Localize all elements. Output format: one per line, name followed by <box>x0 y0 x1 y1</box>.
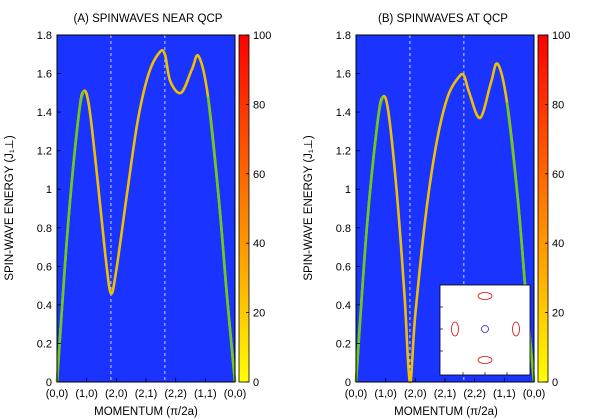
panel-a-y-tick-label: 0.2 <box>37 338 52 350</box>
panel-b-y-tick-label: 1.6 <box>336 69 351 81</box>
panel-a-x-tick-label: (1,1) <box>194 388 217 400</box>
panel-b-series-edge-left <box>354 96 385 383</box>
panel-a-x-axis-label: MOMENTUM (π/2a) <box>94 406 198 418</box>
panel-b-x-axis-label: MOMENTUM (π/2a) <box>394 406 498 418</box>
panel-a-y-tick-label: 0.8 <box>37 223 52 235</box>
panel-b-x-tick-label: (2,2) <box>463 388 486 400</box>
panel-b-x-tick-label: (0,0) <box>523 388 546 400</box>
panel-b-y-tick-label: 0.2 <box>336 338 351 350</box>
panel-b-y-axis-label: SPIN-WAVE ENERGY (J₁⊥) <box>303 135 315 280</box>
panel-a-y-axis-label: SPIN-WAVE ENERGY (J₁⊥) <box>4 135 16 280</box>
panel-b-x-tick-label: (2,0) <box>404 388 427 400</box>
panel-a-title: (A) SPINWAVES NEAR QCP <box>74 13 223 25</box>
panel-b-x-tick-label: (2,1) <box>434 388 457 400</box>
panel-b-x-tick-label: (1,0) <box>374 388 397 400</box>
panel-a-y-tick-label: 1.4 <box>37 107 52 119</box>
panel-a-colorbar-tick-label: 80 <box>253 99 265 111</box>
panel-b-y-tick-label: 0 <box>345 377 351 389</box>
panel-b-x-tick-label: (0,0) <box>345 388 368 400</box>
panel-a-y-tick-label: 1.8 <box>37 30 52 42</box>
panel-a-x-tick-label: (0,0) <box>224 388 247 400</box>
panel-b-colorbar-tick-label: 20 <box>552 308 564 320</box>
panel-a-y-tick-label: 0 <box>46 377 52 389</box>
panel-a-colorbar-tick-label: 20 <box>253 308 265 320</box>
panel-b-y-tick-label: 0.6 <box>336 261 351 273</box>
panel-b-colorbar <box>537 34 549 383</box>
panel-b-y-tick-label: 0.8 <box>336 223 351 235</box>
panel-b-inset <box>439 284 531 376</box>
panel-a-colorbar-tick-label: 60 <box>253 169 265 181</box>
panel-a: (A) SPINWAVES NEAR QCP SPIN-WAVE ENERGY … <box>4 13 271 418</box>
panel-a-x-tick-label: (2,1) <box>135 388 158 400</box>
panel-a-x-tick-label: (1,0) <box>75 388 98 400</box>
panel-a-colorbar-tick-label: 0 <box>253 377 259 389</box>
panel-b-series-line <box>354 62 536 384</box>
panel-b-colorbar-tick-label: 100 <box>552 30 570 42</box>
panel-b-colorbar-tick-label: 40 <box>552 238 564 250</box>
panel-a-x-tick-label: (0,0) <box>46 388 69 400</box>
inset-contour-top <box>477 292 493 300</box>
panel-b-y-tick-label: 1 <box>345 184 351 196</box>
inset-contour-right <box>512 321 520 337</box>
inset-center-circle <box>481 325 489 333</box>
panel-b-title: (B) SPINWAVES AT QCP <box>378 13 508 25</box>
panel-a-y-tick-label: 1 <box>46 184 52 196</box>
panel-a-colorbar-tick-label: 40 <box>253 238 265 250</box>
panel-a-series-edge-left <box>55 90 86 383</box>
panel-b-y-tick-label: 1.2 <box>336 146 351 158</box>
inset-contour-left <box>451 321 459 337</box>
panel-a-colorbar <box>238 34 250 383</box>
panel-b-colorbar-tick-label: 60 <box>552 169 564 181</box>
panel-a-series-line <box>55 48 237 383</box>
inset-frame <box>439 284 531 376</box>
inset-contour-bottom <box>477 356 493 364</box>
panel-a-y-tick-label: 0.4 <box>37 300 52 312</box>
panel-b-series-edge-right <box>505 102 536 383</box>
panel-a-colorbar-tick-label: 100 <box>253 30 271 42</box>
panel-a-x-tick-label: (2,0) <box>105 388 128 400</box>
panel-b-y-tick-label: 1.4 <box>336 107 351 119</box>
panel-a-y-tick-label: 0.6 <box>37 261 52 273</box>
panel-a-y-tick-label: 1.6 <box>37 69 52 81</box>
panel-a-series-edge-right <box>206 96 237 383</box>
panel-b: (B) SPINWAVES AT QCP SPIN-WAVE ENERGY (J… <box>303 13 570 418</box>
panel-b-colorbar-tick-label: 0 <box>552 377 558 389</box>
panel-b-x-tick-label: (1,1) <box>493 388 516 400</box>
panel-b-y-tick-label: 1.8 <box>336 30 351 42</box>
panel-b-colorbar-tick-label: 80 <box>552 99 564 111</box>
panel-b-y-tick-label: 0.4 <box>336 300 351 312</box>
panel-a-x-tick-label: (2,2) <box>164 388 187 400</box>
panel-a-y-tick-label: 1.2 <box>37 146 52 158</box>
